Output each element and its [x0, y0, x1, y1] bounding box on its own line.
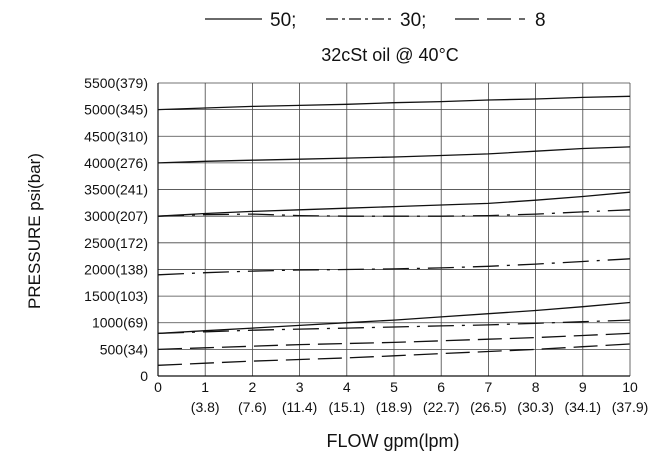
- y-axis-label: PRESSURE psi(bar): [25, 153, 44, 309]
- series-line-50-6: [157, 301, 631, 335]
- x-tick-label-lpm: (15.1): [329, 399, 366, 415]
- y-tick-label: 4000(276): [84, 155, 148, 171]
- y-tick-label: 5500(379): [84, 75, 148, 91]
- x-tick-label: 0: [154, 379, 162, 395]
- series-line-30-5: [157, 258, 631, 276]
- x-tick-label: 9: [579, 379, 587, 395]
- series-line-50-1: [157, 95, 631, 111]
- y-tick-label: 4500(310): [84, 128, 148, 144]
- x-tick-label: 6: [437, 379, 445, 395]
- legend-label-8: 8: [535, 10, 546, 31]
- x-tick-label: 1: [201, 379, 209, 395]
- x-tick-labels: 0 1 (3.8) 2 (7.6) 3 (11.4) 4 (15.1) 5 (18.9) 6 (22.7…: [154, 379, 648, 415]
- series-line-50-3: [157, 191, 631, 217]
- series-line-50-2: [157, 146, 631, 164]
- legend-label-30: 30;: [400, 10, 426, 31]
- y-tick-label: 1500(103): [84, 288, 148, 304]
- x-tick-label: 7: [485, 379, 493, 395]
- x-tick-label-lpm: (30.3): [517, 399, 554, 415]
- x-tick-label-lpm: (7.6): [238, 399, 267, 415]
- y-tick-label: 2500(172): [84, 235, 148, 251]
- x-tick-label-lpm: (11.4): [282, 399, 318, 415]
- x-tick-label: 10: [622, 379, 638, 395]
- series-group: [157, 95, 631, 366]
- axes: [157, 83, 630, 377]
- series-line-8-8: [157, 332, 631, 351]
- legend: 50; 30; 8: [205, 10, 546, 31]
- x-tick-label: 4: [343, 379, 351, 395]
- x-tick-label-lpm: (18.9): [376, 399, 413, 415]
- x-tick-label: 5: [390, 379, 398, 395]
- y-tick-label: 3000(207): [84, 208, 148, 224]
- x-tick-label-lpm: (37.9): [612, 399, 649, 415]
- x-tick-label: 8: [532, 379, 540, 395]
- y-tick-label: 500(34): [100, 341, 148, 357]
- y-tick-label: 0: [140, 368, 148, 384]
- series-line-30-7: [157, 319, 631, 335]
- x-tick-label: 2: [249, 379, 257, 395]
- x-tick-label-lpm: (3.8): [191, 399, 220, 415]
- y-tick-label: 1000(69): [92, 315, 148, 331]
- series-line-30-4: [157, 209, 631, 217]
- x-tick-label-lpm: (26.5): [470, 399, 507, 415]
- x-tick-label-lpm: (34.1): [565, 399, 602, 415]
- y-tick-label: 5000(345): [84, 102, 148, 118]
- grid: [158, 82, 631, 376]
- y-tick-labels: 0 500(34) 1000(69) 1500(103) 2000(138) 2500(1…: [84, 75, 148, 384]
- x-tick-label: 3: [296, 379, 304, 395]
- series-line-8-9: [157, 343, 631, 366]
- chart-subtitle: 32cSt oil @ 40°C: [321, 45, 459, 65]
- legend-label-50: 50;: [270, 10, 296, 31]
- y-tick-label: 2000(138): [84, 261, 148, 277]
- x-axis-label: FLOW gpm(lpm): [326, 431, 459, 451]
- x-tick-label-lpm: (22.7): [423, 399, 460, 415]
- y-tick-label: 3500(241): [84, 182, 148, 198]
